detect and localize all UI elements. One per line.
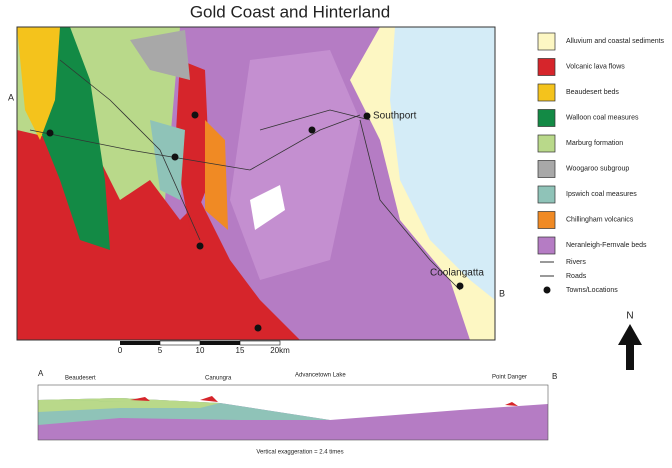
title: Gold Coast and Hinterland — [190, 2, 390, 21]
legend-label: Chillingham volcanics — [566, 216, 634, 223]
map: Southport Coolangatta A B 0 5 10 15 20km… — [8, 26, 642, 370]
legend-swatch — [537, 211, 556, 229]
legend-swatch — [537, 185, 556, 204]
north-arrow — [618, 324, 642, 370]
place-label: Beaudesert — [65, 376, 96, 382]
scale-label: 10 — [196, 346, 205, 355]
section-mark: B — [552, 372, 557, 381]
legend-swatch — [537, 83, 556, 102]
scale-label: 20km — [270, 346, 290, 355]
north-label: N — [626, 311, 633, 322]
legend-symbol — [543, 286, 551, 294]
section-mark: A — [38, 369, 44, 378]
place-label: Canungra — [205, 376, 232, 382]
section-note: Vertical exaggeration = 2.4 times — [256, 450, 343, 456]
section-mark: A — [8, 92, 14, 102]
legend-swatch — [537, 236, 556, 255]
legend-swatch — [537, 32, 556, 51]
town-label: Coolangatta — [430, 268, 484, 279]
legend-label: Neranleigh-Fernvale beds — [566, 242, 647, 249]
place-label: Point Danger — [492, 375, 527, 381]
legend-label: Beaudesert beds — [566, 89, 619, 96]
scale-bar — [120, 340, 281, 346]
legend-label: Towns/Locations — [566, 287, 618, 294]
section-mark: B — [499, 288, 505, 298]
legend-label: Ipswich coal measures — [566, 191, 637, 198]
legend-swatch — [537, 109, 556, 127]
legend-label: Woogaroo subgroup — [566, 165, 629, 172]
cross-section: A B Beaudesert Canungra Advancetown Lake… — [37, 369, 557, 456]
legend-label: Alluvium and coastal sediments — [566, 38, 665, 45]
scale-label: 15 — [236, 346, 245, 355]
place-label: Advancetown Lake — [295, 373, 346, 379]
legend-label: Roads — [566, 273, 587, 280]
legend-swatch — [537, 58, 556, 76]
legend-swatch — [537, 134, 556, 153]
scale-label: 0 — [118, 346, 123, 355]
legend-swatch — [537, 160, 556, 178]
legend-label: Walloon coal measures — [566, 114, 639, 121]
legend-label: Marburg formation — [566, 140, 623, 147]
scale-label: 5 — [158, 346, 163, 355]
legend: Alluvium and coastal sediments Volcanic l… — [537, 32, 665, 294]
legend-label: Volcanic lava flows — [566, 63, 625, 70]
town-label: Southport — [373, 111, 417, 122]
legend-label: Rivers — [566, 259, 586, 266]
